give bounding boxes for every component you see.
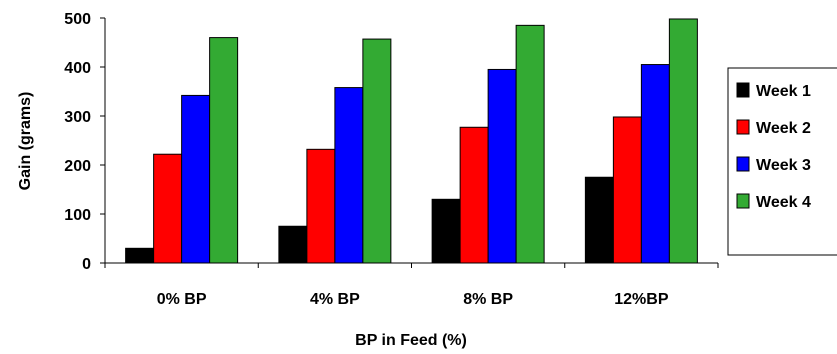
y-tick-label: 100 xyxy=(64,207,91,224)
bar-week-4-2 xyxy=(515,24,545,264)
y-tick-label: 200 xyxy=(64,158,91,175)
x-axis-title: BP in Feed (%) xyxy=(355,332,467,349)
x-tick-label: 8% BP xyxy=(463,291,513,308)
bar-week-3-3 xyxy=(640,64,670,264)
bar-week-2-0 xyxy=(153,153,183,264)
bar-week-4-0 xyxy=(209,37,239,264)
x-ticks-group: 0% BP 4% BP 8% BP 12%BP xyxy=(104,263,719,308)
x-tick-label: 12%BP xyxy=(614,291,669,308)
y-tick-label: 300 xyxy=(64,109,91,126)
y-tick-label: 400 xyxy=(64,60,91,77)
bar-week-3-2 xyxy=(487,68,517,264)
legend-swatch-week-1 xyxy=(736,82,750,98)
legend-swatch-week-2 xyxy=(736,119,750,135)
legend-swatch-week-4 xyxy=(736,193,750,209)
legend-label: Week 4 xyxy=(756,194,811,211)
bars-group xyxy=(125,18,698,264)
y-ticks-group: 0 100 200 300 400 500 xyxy=(64,11,105,273)
x-tick-label: 4% BP xyxy=(310,291,360,308)
bar-week-4-1 xyxy=(362,38,392,264)
x-tick-label: 0% BP xyxy=(157,291,207,308)
bar-week-1-0 xyxy=(125,247,155,264)
legend-label: Week 3 xyxy=(756,157,811,174)
y-axis-title: Gain (grams) xyxy=(17,92,34,191)
bar-week-2-1 xyxy=(306,148,336,264)
bar-week-1-1 xyxy=(278,225,308,264)
bar-week-4-3 xyxy=(668,18,698,264)
bar-week-3-1 xyxy=(334,87,364,264)
legend-label: Week 1 xyxy=(756,83,811,100)
bar-week-2-2 xyxy=(459,126,489,264)
legend: Week 1 Week 2 Week 3 Week 4 xyxy=(727,67,837,256)
bar-week-2-3 xyxy=(612,116,642,264)
bar-week-1-3 xyxy=(584,176,614,264)
legend-swatch-week-3 xyxy=(736,156,750,172)
legend-label: Week 2 xyxy=(756,120,811,137)
bar-week-3-0 xyxy=(181,94,211,264)
bar-week-1-2 xyxy=(431,198,461,264)
y-tick-label: 0 xyxy=(82,256,91,273)
y-tick-label: 500 xyxy=(64,11,91,28)
